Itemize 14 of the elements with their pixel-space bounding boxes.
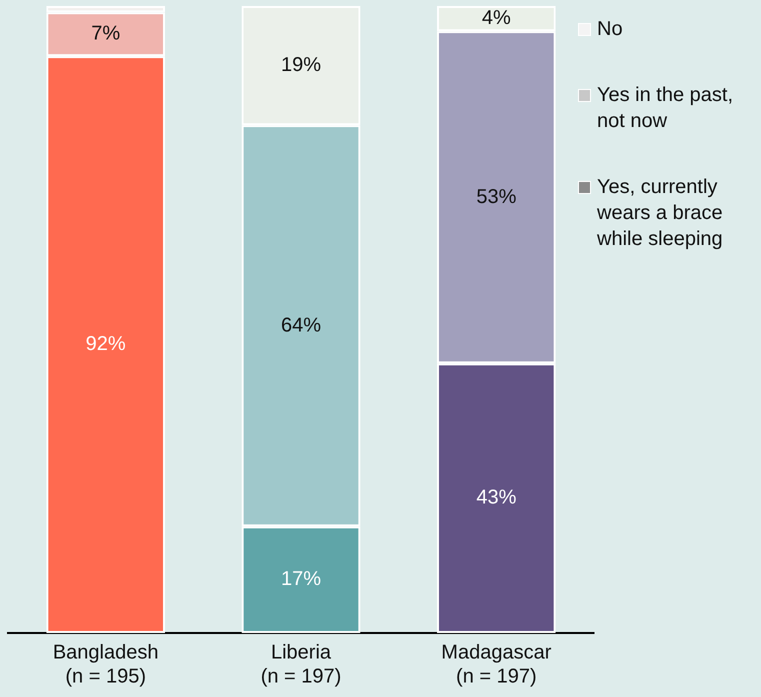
x-tick-label: Madagascar (n = 197) <box>441 642 552 688</box>
text: Yes in the past, not now <box>597 83 734 134</box>
text: Yes, currently wears a brace while sleeping <box>597 175 724 252</box>
data-label: 7% <box>91 22 120 45</box>
data-label: 4% <box>482 7 512 30</box>
data-label: 17% <box>280 568 322 590</box>
data-label: 92% <box>86 333 126 356</box>
x-tick-label: Bangladesh (n = 195) <box>52 642 158 688</box>
x-tick-label: Liberia (n = 197) <box>260 642 342 688</box>
data-label: 53% <box>476 186 517 208</box>
legend-label: No <box>597 17 623 42</box>
data-label: 43% <box>476 486 517 509</box>
data-label: 19% <box>280 54 322 76</box>
data-label: 64% <box>280 314 322 336</box>
